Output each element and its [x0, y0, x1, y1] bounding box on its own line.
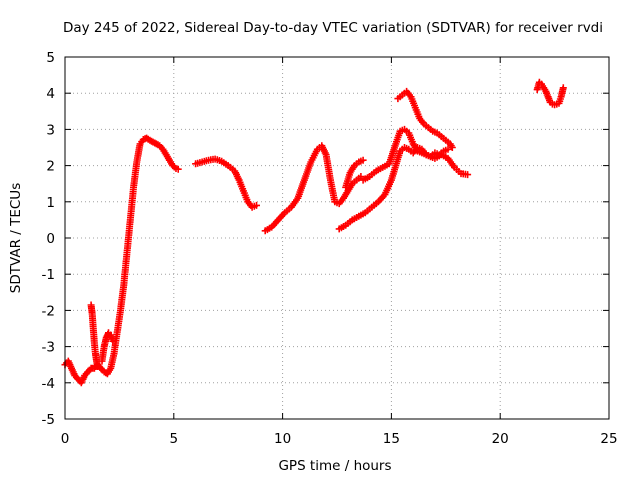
series-markers [261, 142, 365, 235]
data-points [61, 78, 567, 387]
x-axis-label: GPS time / hours [278, 458, 391, 474]
x-tick-label: 10 [274, 431, 291, 447]
y-tick-label: 3 [46, 122, 55, 138]
series-arc-3-upper [342, 156, 367, 191]
y-tick-label: -3 [42, 340, 55, 356]
y-tick-label: 5 [46, 50, 55, 66]
series-markers [359, 125, 472, 184]
series-arc-1-bump [98, 329, 117, 365]
series-markers [192, 155, 260, 211]
series-arc-2 [192, 155, 260, 211]
series-arc-1-spike [87, 301, 102, 370]
x-tick-label: 15 [383, 431, 400, 447]
x-tick-label: 25 [600, 431, 617, 447]
series-arc-3 [261, 142, 365, 235]
series-markers [342, 156, 367, 191]
y-tick-label: -1 [42, 267, 55, 283]
series-markers [394, 87, 456, 151]
series-markers [98, 329, 117, 365]
chart-title: Day 245 of 2022, Sidereal Day-to-day VTE… [63, 20, 603, 36]
y-tick-label: 0 [46, 231, 55, 247]
y-tick-label: 4 [46, 86, 55, 102]
y-tick-label: -5 [42, 412, 55, 428]
x-tick-label: 0 [61, 431, 70, 447]
series-markers [533, 78, 567, 109]
axis-ticks: 0 5 10 15 20 25 -5 -4 -3 -2 -1 0 1 2 3 4 5 [42, 50, 618, 447]
series-arc-5 [533, 78, 567, 109]
y-axis-label: SDTVAR / TECUs [8, 183, 24, 293]
x-tick-label: 5 [170, 431, 179, 447]
y-tick-label: -4 [42, 376, 55, 392]
y-tick-label: -2 [42, 303, 55, 319]
series-arc-4-mid [359, 125, 472, 184]
y-tick-label: 1 [46, 195, 55, 211]
x-tick-label: 20 [492, 431, 509, 447]
series-arc-4-upper [394, 87, 456, 151]
y-tick-label: 2 [46, 159, 55, 175]
series-markers [87, 301, 102, 370]
